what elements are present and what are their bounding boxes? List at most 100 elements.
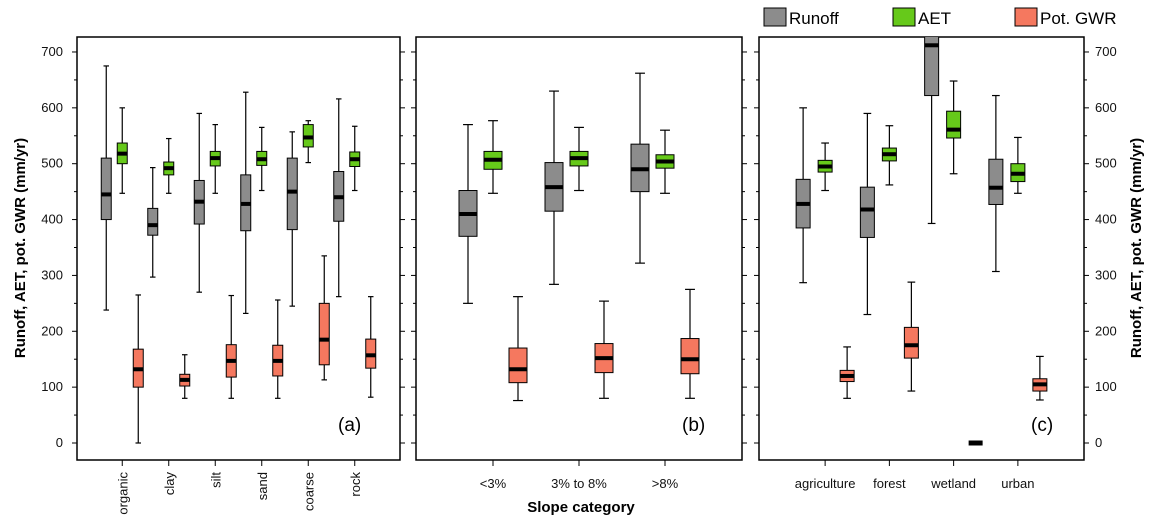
box-aet-agriculture xyxy=(817,142,833,192)
y-tick-label-right: 400 xyxy=(1095,212,1117,227)
box-iqr-runoff xyxy=(924,37,940,97)
box-aet-silt xyxy=(209,123,221,194)
box-aet-urban xyxy=(1010,136,1026,194)
x-tick-label-rock: rock xyxy=(348,472,363,497)
y-tick-label-left: 400 xyxy=(41,212,63,227)
panel-c-frame xyxy=(758,36,1085,461)
panel-c-boxes xyxy=(795,37,1048,446)
y-tick-label-right: 200 xyxy=(1095,323,1117,338)
box-pot-gwr-organic xyxy=(132,294,144,444)
y-tick-label-left: 700 xyxy=(41,44,63,59)
box-pot-gwr-forest xyxy=(903,281,919,392)
box-iqr-runoff xyxy=(147,207,159,236)
legend-label-pot-gwr: Pot. GWR xyxy=(1040,9,1117,28)
box-aet-8 xyxy=(655,129,675,194)
box-pot-gwr-silt xyxy=(225,294,237,399)
y-tick-label-left: 300 xyxy=(41,267,63,282)
y-tick-labels: 0 0 100 100 200 200 300 300 400 400 500 500 600 600 70… xyxy=(41,44,1116,450)
x-tick-label-clay: clay xyxy=(162,472,177,496)
box-runoff-organic xyxy=(100,65,112,311)
panel-b-label: (b) xyxy=(682,415,705,436)
box-runoff-agriculture xyxy=(795,107,811,284)
box-iqr-pot-gwr xyxy=(318,302,330,366)
x-tick-label-sand: sand xyxy=(255,472,270,500)
box-iqr-pot-gwr xyxy=(680,338,700,375)
y-tick-label-right: 700 xyxy=(1095,44,1117,59)
x-axis-title: Slope category xyxy=(527,499,635,516)
box-pot-gwr-8 xyxy=(680,288,700,399)
box-pot-gwr-rock xyxy=(365,296,377,398)
box-aet-clay xyxy=(163,137,175,194)
x-tick-label-3-to-8: 3% to 8% xyxy=(551,476,607,491)
panel-a-boxes xyxy=(100,65,377,444)
legend-label-aet: AET xyxy=(918,9,951,28)
panel-c-label: (c) xyxy=(1031,415,1053,436)
x-tick-label-8: >8% xyxy=(652,476,679,491)
box-pot-gwr-urban xyxy=(1032,355,1048,401)
legend-swatch-aet xyxy=(892,7,916,27)
box-aet-wetland xyxy=(946,80,962,175)
box-runoff-wetland xyxy=(924,37,940,225)
box-pot-gwr-3 xyxy=(508,296,528,402)
box-runoff-urban xyxy=(988,94,1004,273)
y-tick-label-left: 100 xyxy=(41,379,63,394)
box-runoff-coarse xyxy=(286,131,298,307)
legend: Runoff AET Pot. GWR xyxy=(763,7,1117,28)
y-tick-label-left: 500 xyxy=(41,156,63,171)
box-runoff-forest xyxy=(859,112,875,316)
box-pot-gwr-agriculture xyxy=(839,346,855,399)
x-tick-label-silt: silt xyxy=(208,472,223,488)
y-tick-label-right: 0 xyxy=(1095,435,1102,450)
box-aet-3-to-8 xyxy=(569,126,589,192)
box-pot-gwr-sand xyxy=(272,299,284,399)
box-pot-gwr-clay xyxy=(179,354,191,399)
box-aet-organic xyxy=(116,107,128,194)
box-iqr-runoff xyxy=(988,158,1004,205)
x-tick-label-urban: urban xyxy=(1001,476,1034,491)
box-iqr-runoff xyxy=(859,186,875,238)
y-tick-label-left: 200 xyxy=(41,323,63,338)
box-runoff-8 xyxy=(630,72,650,264)
box-series xyxy=(100,37,1048,446)
panel-a-label: (a) xyxy=(338,415,361,436)
x-tick-label-agriculture: agriculture xyxy=(795,476,856,491)
x-tick-label-wetland: wetland xyxy=(930,476,976,491)
y-tick-label-left: 0 xyxy=(56,435,63,450)
panel-a-frame xyxy=(76,36,401,461)
box-runoff-clay xyxy=(147,167,159,278)
box-aet-coarse xyxy=(302,120,314,164)
box-iqr-pot-gwr xyxy=(508,347,528,384)
y-axis-title-left: Runoff, AET, pot. GWR (mm/yr) xyxy=(12,138,29,358)
y-tick-label-right: 100 xyxy=(1095,379,1117,394)
box-pot-gwr-coarse xyxy=(318,255,330,381)
box-runoff-silt xyxy=(193,112,205,293)
box-iqr-runoff xyxy=(286,157,298,231)
box-runoff-rock xyxy=(333,98,345,298)
legend-label-runoff: Runoff xyxy=(789,9,839,28)
x-tick-label-organic: organic xyxy=(115,472,130,515)
box-aet-forest xyxy=(881,125,897,186)
box-pot-gwr-3-to-8 xyxy=(594,300,614,399)
box-runoff-3 xyxy=(458,123,478,304)
box-aet-rock xyxy=(349,125,361,192)
legend-swatch-runoff xyxy=(763,7,787,27)
axis-ticks xyxy=(72,51,1089,466)
box-aet-sand xyxy=(256,126,268,192)
panel-b-frame xyxy=(415,36,743,461)
x-tick-labels: organic clay silt sand coarse rock <3% 3% to 8%… xyxy=(115,472,1034,515)
box-runoff-3-to-8 xyxy=(544,90,564,285)
box-iqr-aet xyxy=(946,110,962,139)
box-runoff-sand xyxy=(240,91,252,315)
y-axis-title-right: Runoff, AET, pot. GWR (mm/yr) xyxy=(1128,138,1145,358)
y-tick-label-right: 600 xyxy=(1095,100,1117,115)
y-tick-label-right: 500 xyxy=(1095,156,1117,171)
panel-b-boxes xyxy=(458,72,700,402)
box-aet-3 xyxy=(483,120,503,194)
x-tick-label-coarse: coarse xyxy=(301,472,316,511)
box-iqr-runoff xyxy=(100,157,112,221)
x-tick-label-forest: forest xyxy=(873,476,906,491)
y-tick-label-right: 300 xyxy=(1095,267,1117,282)
x-tick-label-3: <3% xyxy=(480,476,507,491)
y-tick-label-left: 600 xyxy=(41,100,63,115)
